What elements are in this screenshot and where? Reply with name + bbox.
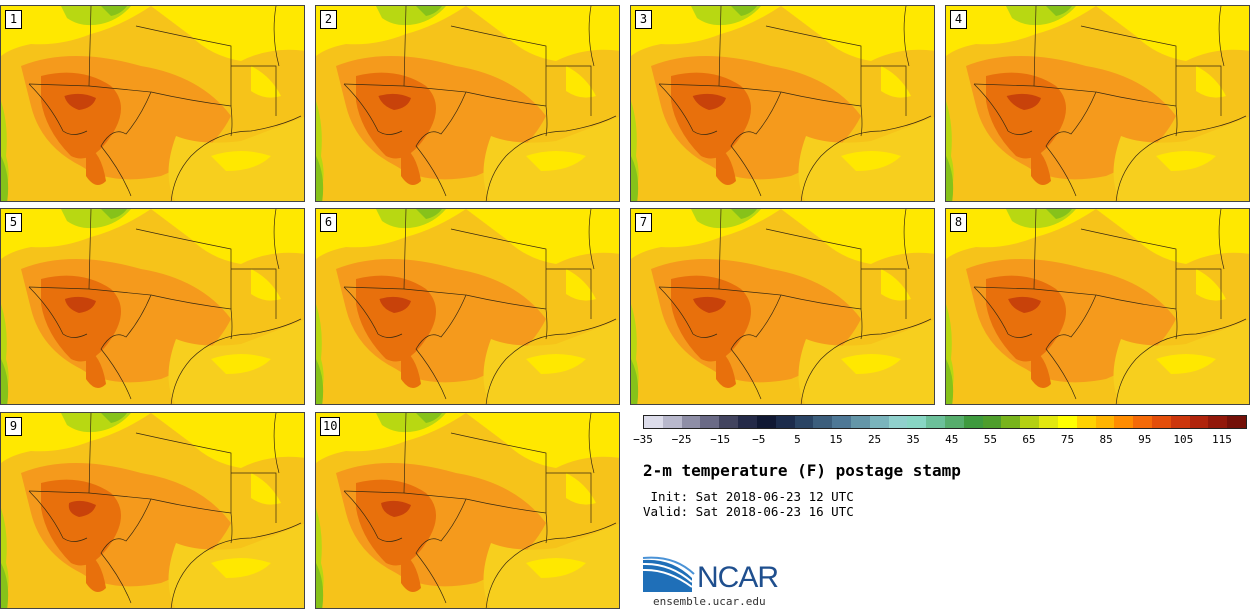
colorbar-ticks: −35 −25 −15 −5 5 15 25 35 45 55 65 75 85 95 105 115 bbox=[633, 433, 1247, 449]
colorbar-segment bbox=[1227, 416, 1246, 428]
map-panel: 10 bbox=[315, 412, 620, 609]
colorbar-segment bbox=[1114, 416, 1134, 428]
map-panel: 9 bbox=[0, 412, 305, 609]
colorbar-segment bbox=[888, 416, 908, 428]
colorbar-tick-label: −35 bbox=[633, 433, 653, 446]
map-panel: 8 bbox=[945, 208, 1250, 405]
colorbar-segment bbox=[1076, 416, 1096, 428]
map-panel: 1 bbox=[0, 5, 305, 202]
colorbar-segment bbox=[832, 416, 851, 428]
colorbar-segment bbox=[1170, 416, 1190, 428]
panel-label: 7 bbox=[635, 213, 652, 232]
valid-time: Valid: Sat 2018-06-23 16 UTC bbox=[643, 504, 854, 519]
map-panel: 4 bbox=[945, 5, 1250, 202]
colorbar-segment bbox=[756, 416, 776, 428]
colorbar-segment bbox=[907, 416, 927, 428]
colorbar-tick-label: 105 bbox=[1173, 433, 1194, 446]
colorbar-segment bbox=[1133, 416, 1152, 428]
map-panel: 5 bbox=[0, 208, 305, 405]
colorbar-tick-label: 15 bbox=[829, 433, 843, 446]
map-panel: 2 bbox=[315, 5, 620, 202]
logo-text: NCAR bbox=[697, 561, 779, 594]
panel-label: 3 bbox=[635, 10, 652, 29]
colorbar-segment bbox=[700, 416, 720, 428]
panel-label: 1 bbox=[5, 10, 22, 29]
panel-label: 8 bbox=[950, 213, 967, 232]
colorbar-segment bbox=[1208, 416, 1228, 428]
colorbar-segment bbox=[963, 416, 983, 428]
colorbar-segment bbox=[1095, 416, 1115, 428]
init-time: Init: Sat 2018-06-23 12 UTC bbox=[643, 489, 854, 504]
colorbar-segment bbox=[775, 416, 795, 428]
colorbar-segment bbox=[719, 416, 739, 428]
colorbar-segment bbox=[982, 416, 1002, 428]
colorbar-tick-label: 45 bbox=[945, 433, 959, 446]
panel-label: 10 bbox=[320, 417, 341, 436]
plot-title: 2-m temperature (F) postage stamp bbox=[643, 461, 961, 480]
colorbar-segment bbox=[662, 416, 682, 428]
panel-label: 4 bbox=[950, 10, 967, 29]
panel-label: 6 bbox=[320, 213, 337, 232]
map-panel: 7 bbox=[630, 208, 935, 405]
colorbar-segment bbox=[794, 416, 814, 428]
colorbar-segment bbox=[1039, 416, 1058, 428]
ncar-logo-icon bbox=[642, 556, 695, 592]
colorbar-segment bbox=[1057, 416, 1077, 428]
colorbar-segment bbox=[1001, 416, 1021, 428]
colorbar-tick-label: 115 bbox=[1211, 433, 1232, 446]
colorbar-segment bbox=[1151, 416, 1171, 428]
colorbar-tick-label: 35 bbox=[906, 433, 920, 446]
colorbar-segment bbox=[926, 416, 945, 428]
colorbar-segment bbox=[738, 416, 757, 428]
colorbar-tick-label: 65 bbox=[1022, 433, 1036, 446]
colorbar-tick-label: 25 bbox=[867, 433, 882, 446]
colorbar-segment bbox=[813, 416, 833, 428]
map-panel: 3 bbox=[630, 5, 935, 202]
colorbar-tick-label: −25 bbox=[671, 433, 692, 446]
colorbar-tick-label: 5 bbox=[794, 433, 801, 446]
map-panel: 6 bbox=[315, 208, 620, 405]
colorbar-tick-label: 85 bbox=[1099, 433, 1113, 446]
colorbar-tick-label: 55 bbox=[983, 433, 997, 446]
colorbar-segment bbox=[644, 416, 663, 428]
colorbar bbox=[643, 415, 1247, 429]
panel-label: 2 bbox=[320, 10, 337, 29]
colorbar-tick-label: 75 bbox=[1060, 433, 1075, 446]
colorbar-tick-label: 95 bbox=[1138, 433, 1152, 446]
colorbar-segment bbox=[945, 416, 964, 428]
colorbar-tick-label: −15 bbox=[710, 433, 731, 446]
panel-label: 9 bbox=[5, 417, 22, 436]
colorbar-segment bbox=[850, 416, 870, 428]
colorbar-segment bbox=[1189, 416, 1209, 428]
logo-url: ensemble.ucar.edu bbox=[653, 595, 766, 608]
panel-label: 5 bbox=[5, 213, 22, 232]
colorbar-segment bbox=[1020, 416, 1040, 428]
colorbar-segment bbox=[869, 416, 889, 428]
colorbar-tick-label: −5 bbox=[752, 433, 766, 446]
colorbar-segment bbox=[681, 416, 701, 428]
